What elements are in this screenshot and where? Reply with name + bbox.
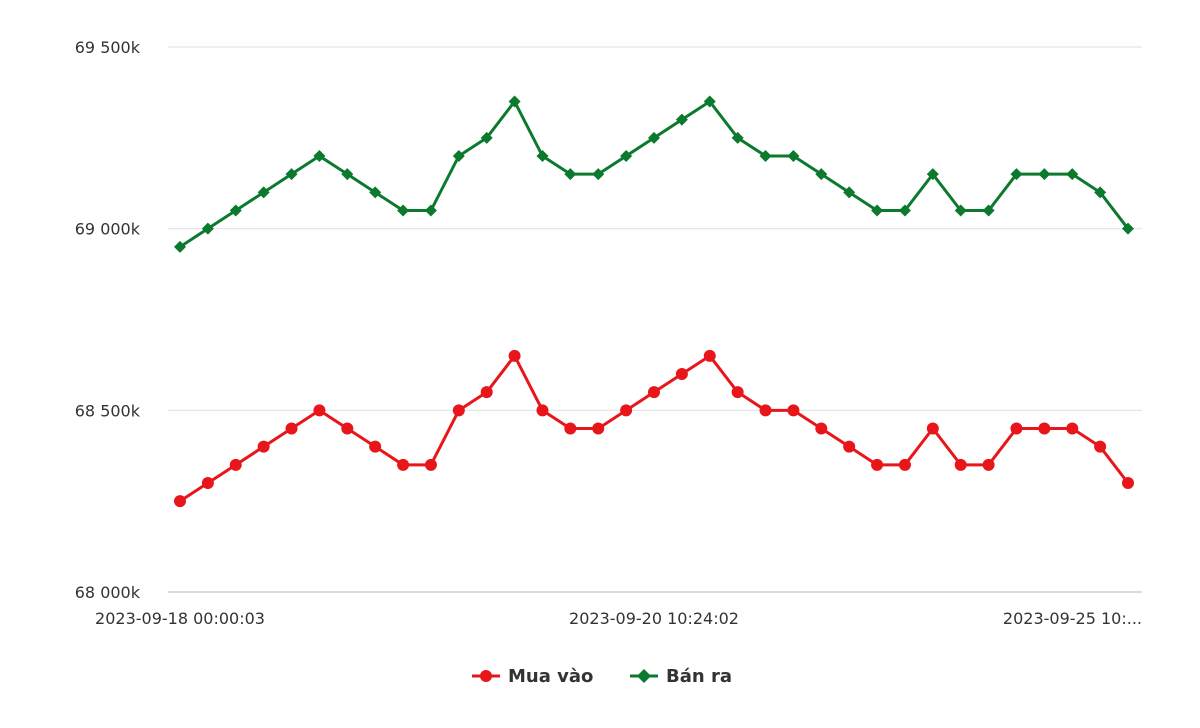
data-point-ban-ra[interactable] xyxy=(1010,168,1023,181)
data-point-mua-vao[interactable] xyxy=(787,404,800,417)
y-tick-labels: 68 000k 68 500k 69 000k 69 500k xyxy=(75,38,141,602)
data-point-ban-ra[interactable] xyxy=(508,95,521,108)
data-point-ban-ra[interactable] xyxy=(1122,222,1134,235)
data-point-ban-ra[interactable] xyxy=(787,150,800,162)
data-point-ban-ra[interactable] xyxy=(174,240,186,253)
y-tick-label: 68 000k xyxy=(75,583,141,602)
data-point-mua-vao[interactable] xyxy=(257,440,270,453)
x-tick-label: 2023-09-25 10:... xyxy=(1003,609,1142,628)
data-point-mua-vao[interactable] xyxy=(369,440,382,453)
data-point-ban-ra[interactable] xyxy=(201,222,214,235)
data-point-mua-vao[interactable] xyxy=(620,404,633,417)
data-point-mua-vao[interactable] xyxy=(954,458,967,471)
series-line-ban-ra xyxy=(179,100,1130,249)
data-point-mua-vao[interactable] xyxy=(843,440,856,453)
data-point-mua-vao[interactable] xyxy=(341,422,354,435)
data-point-ban-ra[interactable] xyxy=(397,204,410,217)
data-point-mua-vao[interactable] xyxy=(536,404,549,417)
series-lines xyxy=(174,95,1134,508)
data-point-mua-vao[interactable] xyxy=(1066,422,1079,435)
data-point-ban-ra[interactable] xyxy=(313,150,326,162)
data-point-mua-vao[interactable] xyxy=(675,368,688,380)
legend-item-mua-vao[interactable]: Mua vào xyxy=(472,666,593,687)
legend-label-ban-ra: Bán ra xyxy=(666,666,732,687)
legend-item-ban-ra[interactable]: Bán ra xyxy=(630,666,732,687)
data-point-mua-vao[interactable] xyxy=(452,404,465,417)
circle-marker-icon xyxy=(480,670,492,682)
data-point-mua-vao[interactable] xyxy=(815,422,828,435)
data-point-ban-ra[interactable] xyxy=(536,150,549,162)
data-point-ban-ra[interactable] xyxy=(898,204,911,217)
data-point-ban-ra[interactable] xyxy=(257,186,270,199)
diamond-marker-icon xyxy=(637,669,651,683)
data-point-ban-ra[interactable] xyxy=(452,150,465,162)
data-point-mua-vao[interactable] xyxy=(313,404,326,417)
y-tick-label: 69 500k xyxy=(75,38,141,57)
series-line-mua-vao xyxy=(179,354,1130,503)
data-point-ban-ra[interactable] xyxy=(759,150,772,162)
data-point-ban-ra[interactable] xyxy=(341,168,354,181)
grid-lines xyxy=(168,46,1142,411)
data-point-mua-vao[interactable] xyxy=(201,477,214,489)
data-point-ban-ra[interactable] xyxy=(815,168,828,181)
data-point-mua-vao[interactable] xyxy=(871,458,884,471)
data-point-ban-ra[interactable] xyxy=(843,186,856,199)
data-point-ban-ra[interactable] xyxy=(480,131,493,144)
data-point-ban-ra[interactable] xyxy=(564,168,577,181)
data-point-mua-vao[interactable] xyxy=(424,458,437,471)
data-point-ban-ra[interactable] xyxy=(1066,168,1079,181)
data-point-ban-ra[interactable] xyxy=(369,186,382,199)
data-point-ban-ra[interactable] xyxy=(648,131,660,144)
data-point-ban-ra[interactable] xyxy=(1094,186,1107,199)
data-point-mua-vao[interactable] xyxy=(564,422,577,435)
data-point-mua-vao[interactable] xyxy=(1010,422,1023,435)
data-point-ban-ra[interactable] xyxy=(620,150,633,162)
data-point-ban-ra[interactable] xyxy=(926,168,939,181)
data-point-ban-ra[interactable] xyxy=(871,204,884,217)
legend[interactable]: Mua vào Bán ra xyxy=(472,666,732,687)
x-tick-labels: 2023-09-18 00:00:03 2023-09-20 10:24:02 20… xyxy=(95,609,1142,628)
data-point-ban-ra[interactable] xyxy=(982,204,995,217)
data-point-ban-ra[interactable] xyxy=(424,204,437,217)
data-point-mua-vao[interactable] xyxy=(731,386,744,399)
data-point-ban-ra[interactable] xyxy=(675,113,688,126)
data-point-ban-ra[interactable] xyxy=(1038,168,1051,181)
data-point-mua-vao[interactable] xyxy=(229,458,242,471)
data-point-mua-vao[interactable] xyxy=(174,495,186,508)
data-point-ban-ra[interactable] xyxy=(592,168,605,181)
x-tick-label: 2023-09-18 00:00:03 xyxy=(95,609,265,628)
data-point-mua-vao[interactable] xyxy=(592,422,605,435)
data-point-mua-vao[interactable] xyxy=(898,458,911,471)
data-point-ban-ra[interactable] xyxy=(954,204,967,217)
data-point-mua-vao[interactable] xyxy=(480,386,493,399)
data-point-mua-vao[interactable] xyxy=(508,349,521,362)
data-point-mua-vao[interactable] xyxy=(759,404,772,417)
data-point-ban-ra[interactable] xyxy=(285,168,298,181)
data-point-mua-vao[interactable] xyxy=(1038,422,1051,435)
x-tick-label: 2023-09-20 10:24:02 xyxy=(569,609,739,628)
data-point-mua-vao[interactable] xyxy=(926,422,939,435)
legend-label-mua-vao: Mua vào xyxy=(508,666,593,687)
data-point-mua-vao[interactable] xyxy=(703,349,716,362)
data-point-mua-vao[interactable] xyxy=(285,422,298,435)
data-point-mua-vao[interactable] xyxy=(648,386,660,399)
y-tick-label: 69 000k xyxy=(75,220,141,239)
y-tick-label: 68 500k xyxy=(75,401,141,420)
data-point-mua-vao[interactable] xyxy=(397,458,410,471)
data-point-ban-ra[interactable] xyxy=(229,204,242,217)
data-point-mua-vao[interactable] xyxy=(982,458,995,471)
data-point-ban-ra[interactable] xyxy=(703,95,716,108)
data-point-ban-ra[interactable] xyxy=(731,131,744,144)
data-point-mua-vao[interactable] xyxy=(1122,477,1134,489)
data-point-mua-vao[interactable] xyxy=(1094,440,1107,453)
